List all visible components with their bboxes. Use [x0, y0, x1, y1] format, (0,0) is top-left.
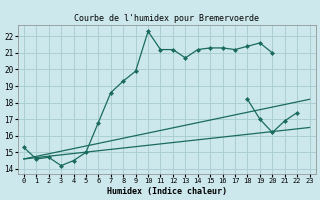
- X-axis label: Humidex (Indice chaleur): Humidex (Indice chaleur): [107, 187, 227, 196]
- Text: Courbe de l'humidex pour Bremervoerde: Courbe de l'humidex pour Bremervoerde: [74, 14, 259, 23]
